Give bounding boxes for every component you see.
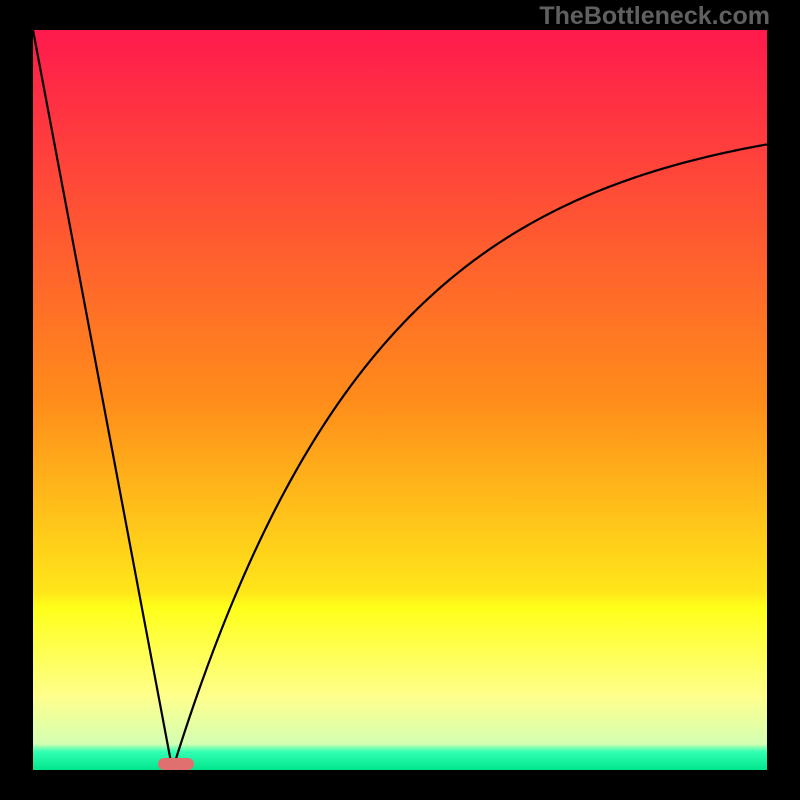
watermark: TheBottleneck.com <box>539 2 770 31</box>
marker <box>158 758 195 770</box>
bottleneck-curve <box>33 30 767 770</box>
